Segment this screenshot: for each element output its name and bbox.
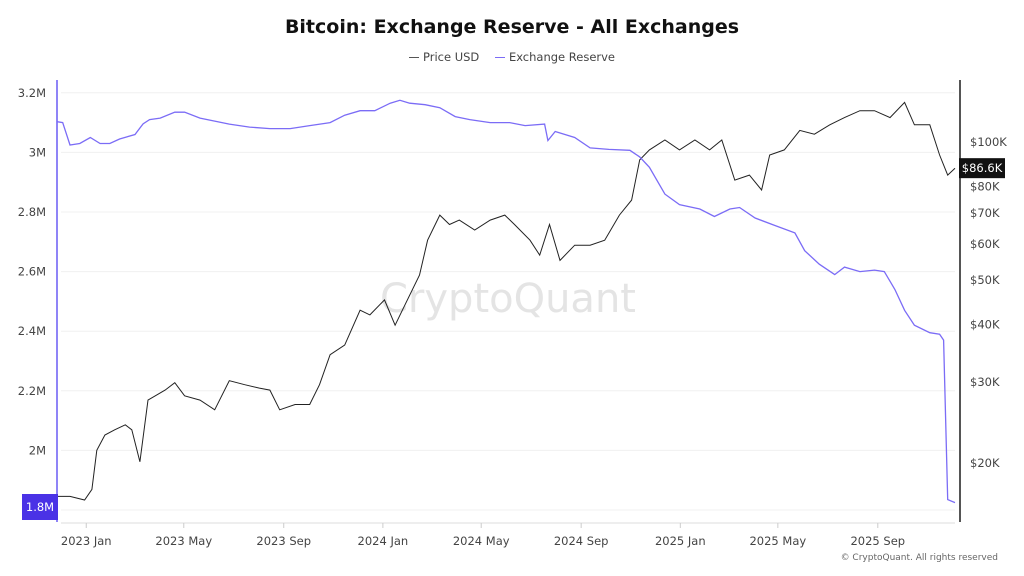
y-left-tick-label: 3.2M (18, 86, 46, 100)
y-left-tick-label: 2.4M (18, 324, 46, 338)
x-tick-label: 2024 May (453, 534, 510, 548)
exchange-reserve-line (56, 99, 956, 504)
y-right-tick-label: $40K (970, 318, 1000, 332)
y-left-tick-label: 2.6M (18, 265, 46, 279)
y-axis-left: 3.2M 3M 2.8M 2.6M 2.4M 2.2M 2M (18, 80, 58, 522)
y-left-tick-label: 3M (29, 145, 46, 159)
legend-swatch-reserve (494, 56, 505, 59)
legend-label-price: Price USD (422, 50, 480, 64)
legend: Price USD Exchange Reserve (0, 50, 1024, 64)
x-tick-label: 2024 Sep (554, 534, 609, 548)
y-right-tick-label: $80K (970, 179, 1000, 193)
y-right-tick-label: $70K (970, 206, 1000, 220)
x-tick-label: 2025 Jan (655, 534, 706, 548)
y-right-tick-label: $60K (970, 237, 1000, 251)
price-flag (959, 158, 1005, 179)
y-axis-right: $100K $80K $70K $60K $50K $40K $30K $20K (959, 80, 1007, 522)
y-right-tick-label: $20K (970, 456, 1000, 470)
x-axis: 2023 Jan 2023 May 2023 Sep 2024 Jan 2024 May… (61, 522, 955, 548)
y-left-tick-label: 2.2M (18, 384, 46, 398)
x-tick-label: 2025 Sep (850, 534, 905, 548)
value-flags: $86.6K 1.8M (22, 158, 1005, 520)
copyright: © CryptoQuant. All rights reserved (840, 553, 998, 563)
x-tick-label: 2023 Sep (256, 534, 311, 548)
legend-swatch-price (408, 56, 419, 59)
x-tick-label: 2025 May (749, 534, 806, 548)
price-flag-label: $86.6K (962, 161, 1003, 175)
chart-title: Bitcoin: Exchange Reserve - All Exchange… (284, 16, 740, 38)
y-right-tick-label: $50K (970, 273, 1000, 287)
x-tick-label: 2024 Jan (358, 534, 409, 548)
x-tick-label: 2023 Jan (61, 534, 112, 548)
legend-item-price[interactable]: Price USD (408, 50, 480, 64)
legend-label-reserve: Exchange Reserve (508, 50, 616, 64)
y-right-tick-label: $100K (970, 135, 1007, 149)
y-left-tick-label: 2.8M (18, 205, 46, 219)
price-usd-line (57, 101, 956, 501)
reserve-flag (22, 494, 58, 520)
legend-item-reserve[interactable]: Exchange Reserve (494, 50, 616, 64)
series-lines (56, 99, 956, 504)
y-right-tick-label: $30K (970, 375, 1000, 389)
x-tick-label: 2023 May (155, 534, 212, 548)
y-left-tick-label: 2M (29, 443, 46, 457)
grid (61, 92, 955, 511)
reserve-flag-label: 1.8M (26, 500, 54, 514)
watermark: CryptoQuant (380, 276, 636, 322)
